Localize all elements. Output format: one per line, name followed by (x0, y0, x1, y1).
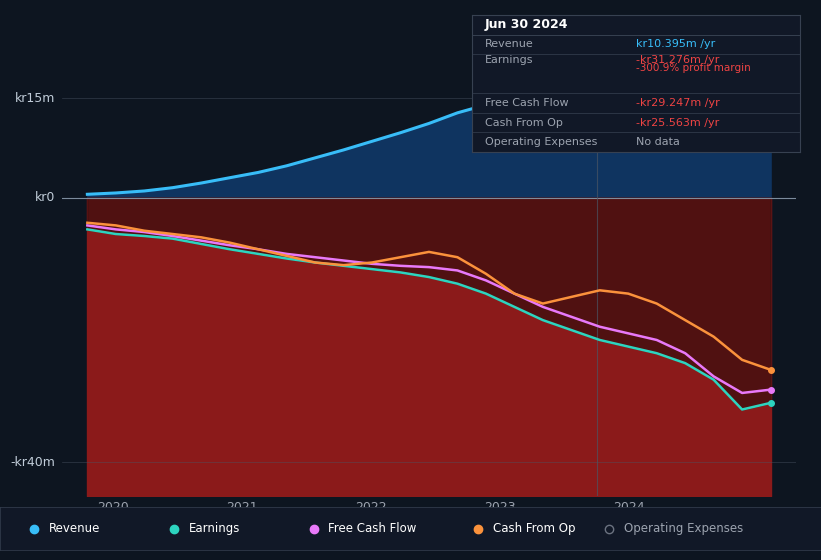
Text: Earnings: Earnings (485, 55, 534, 65)
Text: kr0: kr0 (34, 191, 55, 204)
Text: Revenue: Revenue (49, 522, 101, 535)
Text: -300.9% profit margin: -300.9% profit margin (636, 63, 750, 73)
Text: Cash From Op: Cash From Op (493, 522, 575, 535)
Text: Earnings: Earnings (189, 522, 241, 535)
Text: No data: No data (636, 137, 680, 147)
Text: -kr25.563m /yr: -kr25.563m /yr (636, 118, 719, 128)
Text: kr10.395m /yr: kr10.395m /yr (636, 39, 715, 49)
Text: -kr29.247m /yr: -kr29.247m /yr (636, 98, 720, 108)
Text: Operating Expenses: Operating Expenses (624, 522, 743, 535)
Text: Jun 30 2024: Jun 30 2024 (485, 18, 569, 31)
Text: -kr31.276m /yr: -kr31.276m /yr (636, 55, 719, 65)
Text: Free Cash Flow: Free Cash Flow (485, 98, 569, 108)
Text: Operating Expenses: Operating Expenses (485, 137, 598, 147)
Text: Free Cash Flow: Free Cash Flow (328, 522, 417, 535)
Text: kr15m: kr15m (15, 92, 55, 105)
Text: -kr40m: -kr40m (10, 456, 55, 469)
Text: Revenue: Revenue (485, 39, 534, 49)
Text: Cash From Op: Cash From Op (485, 118, 563, 128)
